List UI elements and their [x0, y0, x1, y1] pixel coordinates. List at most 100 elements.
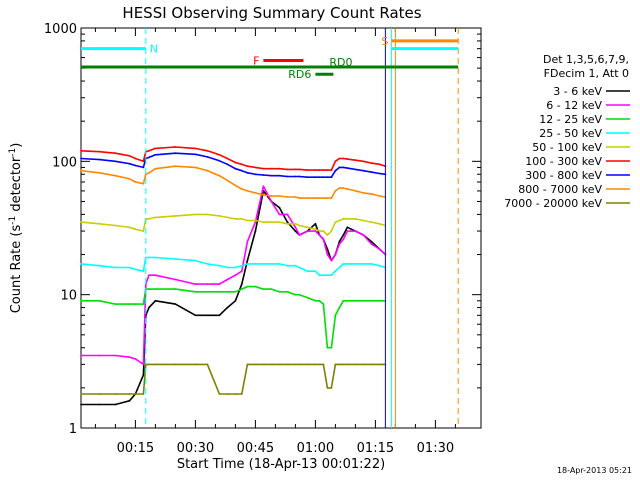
data-point	[240, 393, 243, 395]
data-point	[378, 163, 381, 166]
data-point	[246, 165, 249, 168]
legend-entry-label: 25 - 50 keV	[539, 127, 602, 140]
data-point	[278, 195, 281, 197]
x-axis-label: Start Time (18-Apr-13 00:01:22)	[177, 457, 385, 472]
data-point	[148, 149, 150, 152]
data-point	[278, 167, 281, 170]
data-point	[294, 226, 297, 229]
data-point	[218, 153, 221, 156]
data-point	[148, 363, 150, 366]
data-point	[246, 259, 249, 262]
data-point	[286, 222, 289, 225]
legend-entry-label: 3 - 6 keV	[553, 85, 602, 98]
data-point	[294, 168, 297, 171]
data-point	[342, 299, 345, 302]
data-point	[342, 234, 345, 236]
data-point	[234, 299, 237, 302]
data-point	[286, 363, 289, 366]
data-point	[314, 363, 317, 366]
data-point	[378, 248, 381, 250]
data-point	[254, 192, 257, 194]
data-point	[262, 185, 265, 188]
data-point	[342, 187, 345, 190]
data-point	[362, 234, 365, 236]
series-line	[81, 185, 386, 366]
chart-title: HESSI Observing Summary Count Rates	[122, 4, 421, 22]
data-point	[314, 222, 317, 225]
data-point	[128, 356, 131, 358]
data-point	[270, 167, 273, 170]
data-point	[128, 393, 131, 395]
data-point	[80, 157, 82, 160]
data-point	[322, 176, 325, 179]
data-point	[286, 196, 289, 198]
data-point	[286, 175, 289, 178]
data-point	[362, 263, 365, 265]
data-point	[354, 263, 357, 265]
data-point	[334, 253, 337, 256]
data-point	[194, 314, 197, 317]
data-point	[128, 154, 131, 157]
series-line	[80, 165, 386, 199]
data-point	[334, 160, 337, 163]
data-point	[98, 171, 101, 174]
data-point	[80, 354, 82, 357]
data-point	[286, 168, 289, 171]
data-point	[322, 169, 325, 172]
annotation-label: RD0	[329, 56, 352, 69]
data-point	[154, 216, 157, 219]
data-point	[318, 363, 321, 366]
data-point	[174, 152, 177, 155]
data-point	[298, 175, 301, 178]
data-point	[262, 167, 265, 170]
data-point	[294, 293, 297, 296]
data-point	[338, 219, 341, 222]
data-point	[294, 264, 297, 267]
y-axis-ticks: 1 10 100 1000	[44, 22, 481, 437]
data-point	[194, 290, 197, 293]
data-point	[294, 175, 297, 178]
data-point	[206, 213, 209, 216]
data-point	[330, 169, 333, 172]
data-point	[240, 188, 243, 190]
data-point	[346, 218, 349, 220]
data-point	[134, 181, 137, 183]
data-point	[326, 176, 329, 179]
data-point	[378, 172, 381, 175]
data-point	[306, 226, 309, 229]
data-point	[134, 303, 137, 305]
data-point	[174, 258, 177, 260]
data-point	[98, 264, 101, 267]
data-point	[318, 274, 321, 277]
data-point	[314, 197, 317, 200]
data-point	[354, 159, 357, 162]
data-point	[370, 299, 373, 302]
data-point	[378, 299, 381, 302]
data-point	[218, 159, 221, 162]
data-point	[314, 230, 317, 233]
data-point	[286, 264, 289, 267]
data-point	[234, 161, 237, 164]
data-point	[334, 314, 337, 317]
data-point	[218, 215, 221, 217]
data-point	[98, 158, 101, 161]
data-point	[330, 197, 333, 200]
data-point	[346, 167, 349, 170]
data-point	[206, 149, 209, 152]
data-point	[194, 213, 197, 216]
data-point	[346, 158, 349, 161]
data-point	[234, 167, 237, 170]
data-point	[226, 266, 229, 269]
data-point	[246, 363, 249, 366]
data-point	[330, 230, 333, 233]
data-point	[226, 278, 229, 281]
data-point	[206, 290, 209, 293]
data-point	[338, 187, 341, 190]
data-point	[218, 174, 221, 177]
data-point	[218, 290, 221, 293]
data-point	[246, 190, 249, 192]
x-tick-label: 01:30	[417, 441, 454, 456]
data-point	[134, 393, 137, 395]
data-point	[148, 171, 150, 174]
